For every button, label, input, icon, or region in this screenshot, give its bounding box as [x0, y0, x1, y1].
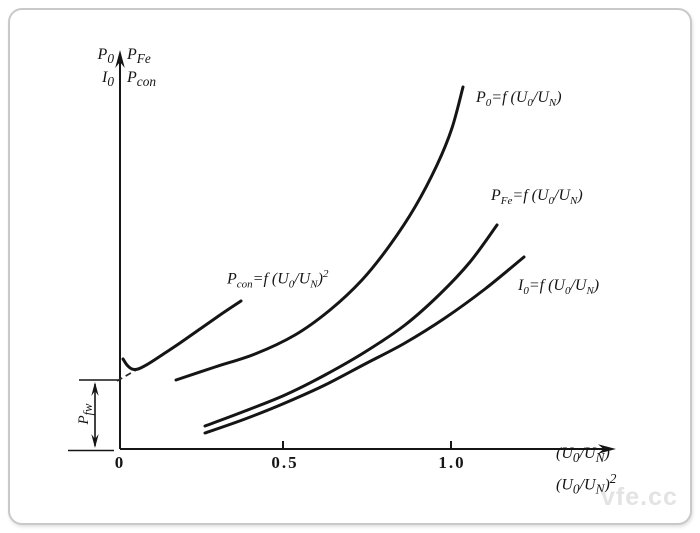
y-label-pfe: PFe: [127, 46, 151, 67]
y-label-i0: I0: [102, 69, 114, 90]
watermark: vfe.cc: [601, 483, 678, 511]
y-axis-labels-right: PFe Pcon: [127, 45, 156, 91]
x-tick-label-0-5: 0.5: [271, 453, 299, 472]
y-axis-labels-left: P0 I0: [88, 45, 114, 91]
y-axis-arrow-icon: [115, 50, 125, 68]
pcon-dashed-extrapolation: [116, 365, 144, 382]
x-axis-arrow-icon: [598, 444, 616, 454]
y-label-pcon: Pcon: [127, 69, 157, 90]
x-axis-title-line2: (U0/UN)2: [556, 471, 617, 497]
x-tick-label-1-0: 1.0: [438, 453, 466, 472]
pfw-annotation: Pfw: [76, 403, 95, 425]
curve-label-i0: I0=f (U0/UN): [518, 277, 600, 298]
pfw-arrow-up-icon: [91, 382, 99, 396]
x-axis-title: (U0/UN) (U0/UN)2: [556, 443, 616, 500]
curve-i0: [203, 255, 526, 435]
pfw-arrow-down-icon: [91, 434, 99, 448]
curve-pfe: [203, 223, 499, 428]
curve-label-pcon: Pcon=f (U0/UN)2: [227, 268, 329, 291]
x-tick-label-0: 0: [114, 453, 126, 472]
y-label-p0: P0: [97, 46, 114, 67]
curve-label-p0: P0=f (U0/UN): [476, 89, 562, 110]
x-axis-title-line1: (U0/UN): [556, 445, 610, 466]
curve-p0: [174, 85, 465, 382]
curve-label-pfe: PFe=f (U0/UN): [491, 187, 583, 208]
curve-pcon: [121, 299, 243, 372]
figure-border: [8, 8, 692, 525]
